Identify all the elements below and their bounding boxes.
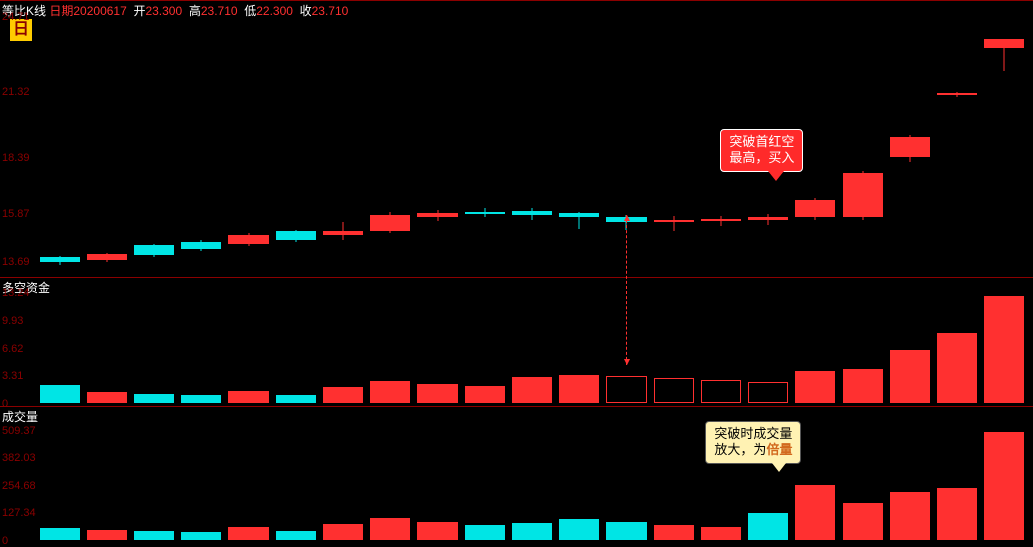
- volume-panel: 成交量 突破时成交量放大，为倍量 509.37 382.03 254.68 127.3…: [0, 406, 1033, 540]
- volume-bar[interactable]: [228, 527, 268, 540]
- volume-bar[interactable]: [606, 522, 646, 540]
- volume-bar[interactable]: [465, 525, 505, 540]
- ytick: 13.24: [2, 287, 30, 299]
- volume-bar[interactable]: [323, 524, 363, 540]
- kline-candle[interactable]: [843, 1, 883, 277]
- fund-bar[interactable]: [559, 375, 599, 404]
- kline-candle[interactable]: [417, 1, 457, 277]
- volume-callout: 突破时成交量放大，为倍量: [705, 421, 801, 464]
- kline-candle[interactable]: [40, 1, 80, 277]
- ytick: 254.68: [2, 480, 36, 492]
- volume-bar[interactable]: [701, 527, 741, 540]
- fund-bar[interactable]: [181, 395, 221, 403]
- fund-bar[interactable]: [654, 378, 694, 403]
- fund-bar[interactable]: [276, 395, 316, 403]
- fund-bar[interactable]: [370, 381, 410, 403]
- volume-bar[interactable]: [748, 513, 788, 540]
- fund-bar[interactable]: [228, 391, 268, 403]
- ytick: 509.37: [2, 425, 36, 437]
- volume-bar[interactable]: [843, 503, 883, 540]
- fund-bar[interactable]: [890, 350, 930, 403]
- ytick: 15.87: [2, 208, 30, 220]
- volume-bar[interactable]: [795, 485, 835, 540]
- kline-candle[interactable]: [937, 1, 977, 277]
- ytick: 6.62: [2, 343, 23, 355]
- volume-bar[interactable]: [890, 492, 930, 540]
- volume-bar[interactable]: [370, 518, 410, 540]
- fund-bar[interactable]: [748, 382, 788, 403]
- volume-title: 成交量: [2, 408, 38, 425]
- kline-candle[interactable]: [984, 1, 1024, 277]
- ytick: 3.31: [2, 370, 23, 382]
- volume-bar[interactable]: [512, 523, 552, 540]
- volume-bar[interactable]: [559, 519, 599, 540]
- fund-bar[interactable]: [465, 386, 505, 403]
- fund-bar[interactable]: [87, 392, 127, 403]
- fund-bar[interactable]: [843, 369, 883, 403]
- ytick: 13.69: [2, 256, 30, 268]
- volume-bar[interactable]: [181, 532, 221, 540]
- ytick: 9.93: [2, 315, 23, 327]
- volume-bar[interactable]: [417, 522, 457, 540]
- fund-bar[interactable]: [606, 376, 646, 403]
- ytick: 24.71: [2, 11, 30, 23]
- fund-bar[interactable]: [134, 394, 174, 403]
- kline-candle[interactable]: [87, 1, 127, 277]
- fund-bar[interactable]: [984, 296, 1024, 403]
- volume-bar[interactable]: [937, 488, 977, 540]
- fund-bar[interactable]: [512, 377, 552, 403]
- kline-candle[interactable]: [512, 1, 552, 277]
- kline-plot[interactable]: 突破首红空最高，买入: [36, 1, 1028, 276]
- fund-plot[interactable]: [36, 278, 1028, 405]
- kline-candle[interactable]: [134, 1, 174, 277]
- volume-bar[interactable]: [87, 530, 127, 540]
- volume-bar[interactable]: [654, 525, 694, 540]
- kline-candle[interactable]: [276, 1, 316, 277]
- ytick: 18.39: [2, 152, 30, 164]
- fund-bar[interactable]: [323, 387, 363, 403]
- volume-bar[interactable]: [276, 531, 316, 540]
- ytick: 127.34: [2, 507, 36, 519]
- kline-candle[interactable]: [890, 1, 930, 277]
- volume-bar[interactable]: [134, 531, 174, 540]
- volume-bar[interactable]: [984, 432, 1024, 540]
- kline-panel: 等比K线 日期20200617 开23.300 高23.710 低22.300 …: [0, 0, 1033, 276]
- kline-candle[interactable]: [559, 1, 599, 277]
- fund-bar[interactable]: [795, 371, 835, 403]
- fund-bar[interactable]: [417, 384, 457, 403]
- ytick: 21.32: [2, 86, 30, 98]
- link-arrow: [626, 215, 627, 365]
- kline-candle[interactable]: [654, 1, 694, 277]
- volume-plot[interactable]: 突破时成交量放大，为倍量: [36, 407, 1028, 540]
- kline-candle[interactable]: [465, 1, 505, 277]
- kline-candle[interactable]: [228, 1, 268, 277]
- kline-candle[interactable]: [323, 1, 363, 277]
- fund-bar[interactable]: [937, 333, 977, 403]
- kline-candle[interactable]: [181, 1, 221, 277]
- fund-bar[interactable]: [40, 385, 80, 403]
- buy-signal-callout: 突破首红空最高，买入: [720, 129, 803, 172]
- ytick: 382.03: [2, 452, 36, 464]
- fund-bar[interactable]: [701, 380, 741, 403]
- kline-candle[interactable]: [370, 1, 410, 277]
- fund-panel: 多空资金 13.249.936.623.310: [0, 277, 1033, 405]
- ytick: 0: [2, 535, 8, 547]
- volume-bar[interactable]: [40, 528, 80, 540]
